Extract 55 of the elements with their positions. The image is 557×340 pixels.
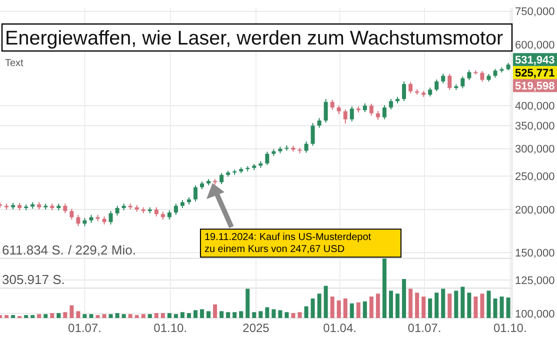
candlestick <box>115 205 120 216</box>
y-tick-label: 400,000 <box>515 100 555 112</box>
candlestick <box>298 147 302 154</box>
candlestick <box>265 151 270 166</box>
candlestick <box>220 172 224 185</box>
candlestick <box>388 98 393 110</box>
candlestick <box>402 80 406 102</box>
candlestick <box>193 184 198 202</box>
candlestick <box>467 70 472 81</box>
candlestick <box>70 208 74 220</box>
y-tick-label: 250,000 <box>515 170 555 183</box>
y-tick-label: 600,000 <box>515 40 555 52</box>
x-tick-label: 2025 <box>242 321 270 335</box>
candlestick <box>310 122 315 146</box>
y-tick-label: 150,000 <box>515 247 555 260</box>
candlestick <box>369 103 374 116</box>
x-tick-label: 01.07. <box>408 321 442 335</box>
candlestick <box>408 82 413 94</box>
y2-tick-label: 305.917 S. <box>2 272 65 288</box>
y-tick-label: 750,000 <box>515 6 555 18</box>
x-tick-label: 01.10. <box>154 321 188 335</box>
y-tick-label: 125,000 <box>515 274 555 287</box>
annotation: Text <box>5 58 24 69</box>
candlestick <box>441 73 446 84</box>
text: 525,771 <box>515 67 555 80</box>
candlestick <box>434 79 439 92</box>
y2-tick-label: 611.834 S. <box>2 242 64 258</box>
text: 519,598 <box>515 80 555 92</box>
text: Energiewaffen, wie Laser, werden zum Wachstumsmotor <box>5 28 504 50</box>
candlestick <box>330 99 334 110</box>
x-tick-label: 01.04. <box>323 321 356 335</box>
candlestick <box>343 108 348 124</box>
y-tick-label: 100,000 <box>515 308 555 320</box>
candlestick <box>154 206 158 217</box>
candlestick <box>448 73 452 90</box>
candlestick <box>317 118 322 128</box>
y-tick-label: 300,000 <box>515 144 555 156</box>
candlestick <box>108 210 113 225</box>
y-tick-label: 200,000 <box>515 204 555 216</box>
candlestick <box>76 214 80 227</box>
candlestick <box>460 76 465 89</box>
candlestick <box>167 210 172 220</box>
x-tick-label: 01.07. <box>68 321 102 335</box>
annotation: / 229,2 Mio. <box>68 242 136 258</box>
candlestick <box>174 203 178 216</box>
candlestick <box>324 98 328 124</box>
candlestick <box>63 203 68 214</box>
text: 531,943 <box>515 54 555 66</box>
candlestick <box>304 140 308 154</box>
candlestick <box>382 104 386 120</box>
x-tick-label: 01.10. <box>493 321 527 335</box>
candlestick <box>350 106 354 122</box>
annotation: 19.11.2024: Kauf ins US-Musterdepot zu einem Kurs von 247,67 USD <box>204 232 372 256</box>
y-tick-label: 350,000 <box>515 120 555 132</box>
candlestick <box>480 70 484 82</box>
